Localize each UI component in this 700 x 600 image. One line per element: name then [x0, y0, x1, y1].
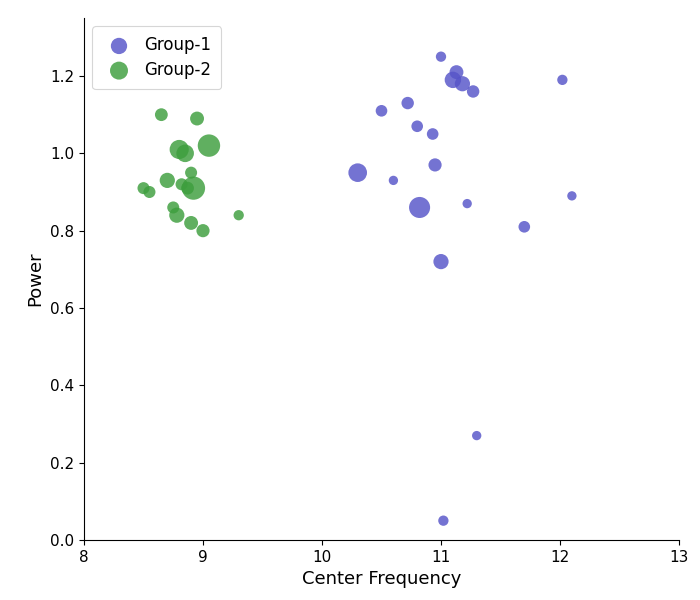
Group-2: [186, 218, 197, 228]
Group-2: [156, 110, 167, 119]
Group-1: [451, 67, 462, 77]
Group-1: [566, 191, 578, 200]
Group-1: [388, 176, 399, 185]
Group-1: [468, 86, 479, 96]
Group-2: [162, 176, 173, 185]
Group-2: [138, 184, 149, 193]
Group-1: [352, 168, 363, 178]
Group-1: [457, 79, 468, 89]
Group-2: [204, 141, 215, 151]
Group-2: [188, 184, 199, 193]
Group-1: [429, 160, 441, 170]
Group-1: [461, 199, 472, 208]
Group-1: [435, 52, 447, 61]
Group-2: [197, 226, 209, 235]
Group-2: [168, 203, 179, 212]
Group-2: [233, 211, 244, 220]
Y-axis label: Power: Power: [27, 251, 45, 307]
Group-2: [186, 168, 197, 178]
Group-2: [174, 145, 185, 154]
Group-1: [447, 75, 458, 85]
Group-1: [412, 121, 423, 131]
X-axis label: Center Frequency: Center Frequency: [302, 570, 461, 588]
Group-1: [471, 431, 482, 440]
Group-1: [376, 106, 387, 116]
Group-1: [519, 222, 530, 232]
Group-2: [182, 184, 193, 193]
Group-2: [172, 211, 183, 220]
Legend: Group-1, Group-2: Group-1, Group-2: [92, 26, 221, 89]
Group-2: [179, 149, 190, 158]
Group-2: [176, 179, 187, 189]
Group-1: [402, 98, 413, 108]
Group-1: [414, 203, 425, 212]
Group-1: [556, 75, 568, 85]
Group-2: [191, 114, 202, 124]
Group-1: [427, 129, 438, 139]
Group-1: [435, 257, 447, 266]
Group-2: [144, 187, 155, 197]
Group-1: [438, 516, 449, 526]
